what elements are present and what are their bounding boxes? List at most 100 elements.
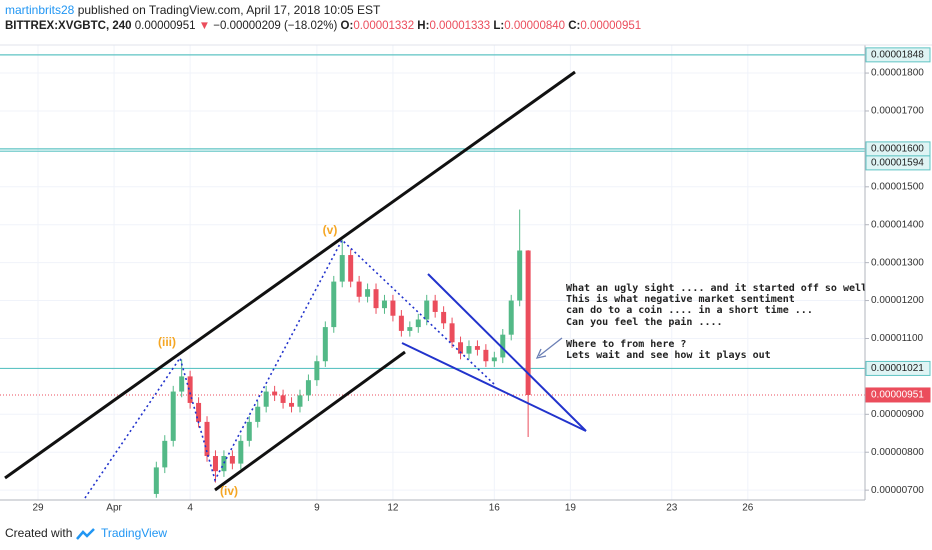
y-tick-label: 0.00001800 [871,68,924,79]
grid [0,45,865,500]
price-lines [0,54,865,396]
candle-body [381,300,387,309]
arrow [538,337,563,357]
candle-body [474,346,480,350]
wave-label: (iv) [220,484,238,498]
note-line: can do to a coin .... in a short time ..… [566,304,813,316]
ohlc-label: L: [493,20,505,32]
price-label-box [865,47,931,63]
note-line: What an ugly sight .... and it started o… [566,282,867,294]
y-tick-label: 0.00001300 [871,257,924,268]
candle-body [314,361,320,381]
candle-body [432,300,438,312]
candle-body [162,440,168,468]
y-tick-label: 0.00001200 [871,295,924,306]
y-tick-label: 0.00000900 [871,409,924,420]
candle-body [255,406,261,422]
x-tick-label: 12 [387,503,399,514]
candle-body [508,300,514,335]
logo-mark [76,528,95,540]
ohlc-label: H: [417,20,430,32]
candle-body [212,456,218,472]
x-tick-label: Apr [106,503,122,514]
symbol-line: BITTREX:XVGBTC, 240 0.00000951 ▼ −0.0000… [5,20,641,32]
wave-label: (iii) [158,335,176,349]
candles [153,209,531,498]
candle-body [305,380,311,396]
channel-line [4,70,576,480]
x-tick-label: 29 [32,503,44,514]
footer-brand[interactable]: TradingView [101,526,168,540]
y-tick-label: 0.00000800 [871,447,924,458]
candle-body [179,376,185,392]
candle-body [331,281,337,328]
wave-label: (v) [323,223,338,237]
ohlc-value: 0.00001332 [353,20,415,32]
y-axis-bg [865,45,932,520]
change-arrow: ▼ [198,20,211,32]
author[interactable]: martinbrits28 [5,3,75,17]
axis: 0.00000700 0.00000800 0.00000900 0.00001100… [32,47,931,514]
candle-body [238,440,244,464]
candle-body [525,250,531,395]
candle-body [289,402,295,407]
candle-body [339,255,345,282]
candle-body [424,300,430,320]
y-tick-label: 0.00001100 [871,333,924,344]
candle-body [483,349,489,362]
wave-line [84,238,496,499]
candle-body [449,323,455,343]
candle-body [466,346,472,354]
drawings [4,70,587,499]
ohlc-value: 0.00001333 [429,20,491,32]
candle-body [458,342,464,354]
footer-created: Created with [5,526,73,540]
candle-body [348,255,354,282]
symbol: BITTREX:XVGBTC, 240 [5,20,132,32]
candle-body [153,467,159,494]
candle-body [246,421,252,441]
note-line: This is what negative market sentiment [566,293,795,305]
ohlc-label: O: [340,20,354,32]
note-line: Lets wait and see how it plays out [566,349,771,361]
header-line: martinbrits28 published on TradingView.c… [5,3,380,17]
x-tick-label: 19 [565,503,577,514]
candle-body [263,391,269,407]
x-tick-label: 23 [666,503,678,514]
price-label-box [865,387,931,403]
candle-body [272,391,278,396]
price-label: 0.00001600 [871,144,924,155]
candle-body [204,421,210,457]
ohlc-label: C: [568,20,581,32]
logo [76,528,95,540]
x-tick-label: 9 [314,503,320,514]
price-label: 0.00001594 [871,158,924,169]
candle-body [373,289,379,309]
arrow-head [535,348,547,359]
y-tick-label: 0.00001700 [871,106,924,117]
y-tick-label: 0.00001400 [871,219,924,230]
candle-body [500,334,506,358]
x-tick-label: 4 [187,503,193,514]
y-tick-label: 0.00000700 [871,485,924,496]
x-tick-label: 16 [489,503,501,514]
candle-body [398,315,404,331]
wedge-line [401,342,587,432]
candle-body [280,395,286,403]
price-label: 0.00001021 [871,363,924,374]
candle-body [187,376,193,403]
x-tick-label: 26 [742,503,754,514]
candle-body [229,456,235,464]
last-price: 0.00000951 [134,20,196,32]
ohlc-value: 0.00000951 [580,20,642,32]
price-label-box [865,360,931,376]
candle-body [491,357,497,362]
note-line: Where to from here ? [566,339,686,350]
candle-body [517,250,523,301]
price-label: 0.00000951 [871,390,924,401]
candle-body [441,311,447,324]
candle-body [297,395,303,407]
published: published on TradingView.com, April 17, … [77,3,381,17]
candle-body [196,402,202,422]
